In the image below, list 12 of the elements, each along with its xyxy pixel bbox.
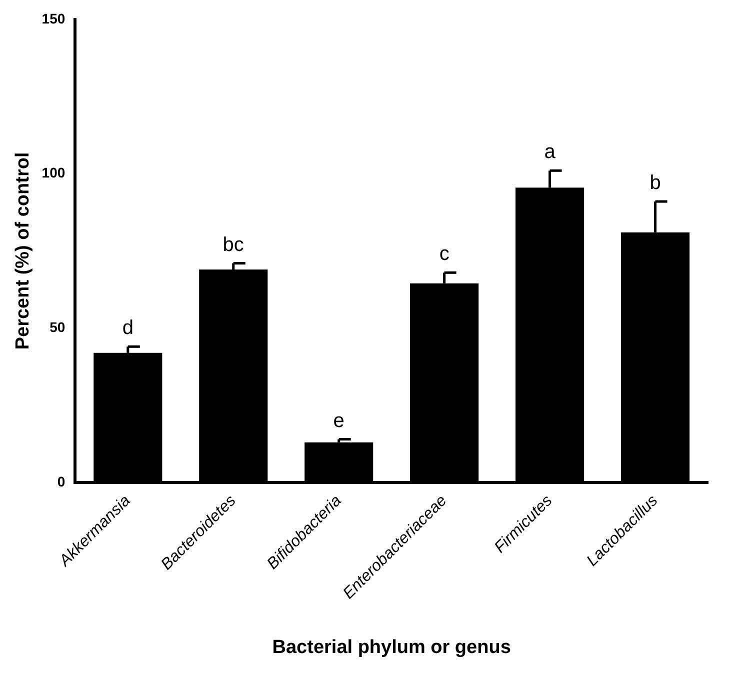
x-axis-title: Bacterial phylum or genus [272,636,511,658]
annotation: b [650,172,661,194]
annotation: c [439,243,450,266]
annotation: a [544,141,556,164]
y-tick-label: 100 [42,164,66,181]
y-tick-label: 150 [42,10,66,26]
y-tick-label: 50 [50,318,66,335]
annotation: e [333,410,344,432]
annotation: bc [222,234,244,256]
annotation: d [122,317,134,340]
y-tick-label: 0 [57,473,66,490]
y-axis-title: Percent (%) of control [12,152,34,350]
